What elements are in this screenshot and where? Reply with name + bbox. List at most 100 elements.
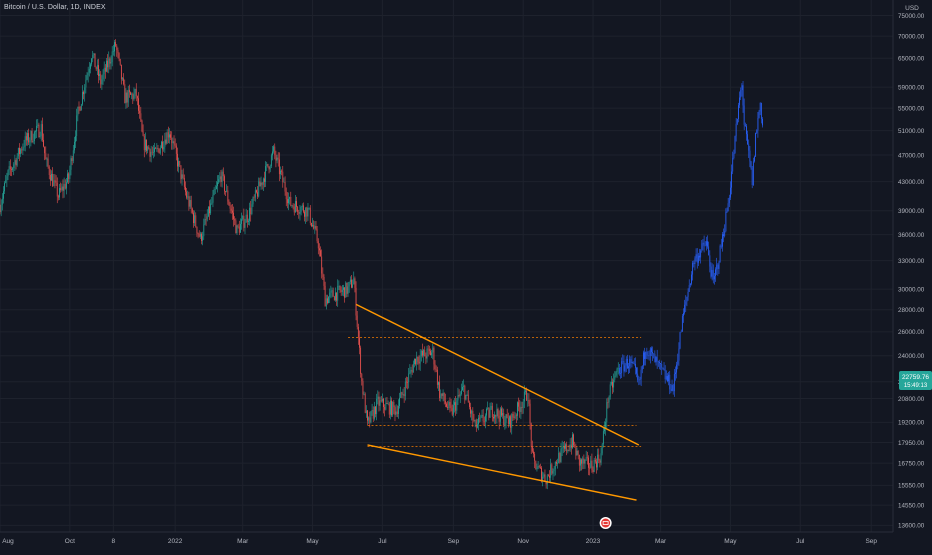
candle-body [345,283,346,298]
candle-body [84,87,85,94]
candle-body [261,183,262,187]
candle-body [298,212,299,214]
candle-body [491,406,492,410]
candle-body [456,400,457,410]
candle-body [114,42,115,51]
candle-body [480,416,481,418]
candle-body [45,153,46,159]
candle-body [332,290,333,291]
candle-body [40,136,41,137]
candle-body [707,241,708,246]
candle-body [404,394,405,396]
candle-body [637,374,638,380]
candle-body [746,126,747,134]
candle-body [628,366,629,368]
candle-body [226,190,227,191]
candle-body [515,415,516,418]
candle-body [398,406,399,414]
price-tick-label: 16750.00 [898,460,925,467]
current-price-time: 15:49:13 [904,383,928,389]
candle-body [11,169,12,170]
candle-body [653,353,654,354]
candle-body [279,159,280,174]
candle-body [466,395,467,400]
candle-body [207,216,208,219]
candle-body [450,402,451,406]
candle-body [140,113,141,120]
candle-body [429,349,430,351]
candle-body [670,389,671,390]
candle-body [98,65,99,76]
candle-body [620,373,621,374]
candle-body [253,197,254,204]
candle-body [530,404,531,424]
candle-body [677,361,678,365]
candle-body [723,234,724,236]
candle-body [198,233,199,234]
candle-body [693,263,694,264]
candle-body [215,189,216,190]
candle-body [352,284,353,287]
candle-body [632,362,633,363]
candle-body [375,407,376,414]
candle-body [104,68,105,74]
candle-body [525,391,526,392]
candle-body [759,112,760,118]
candle-body [300,212,301,214]
candle-body [366,411,367,413]
candle-body [249,208,250,221]
candle-body [660,363,661,364]
candle-body [6,176,7,180]
candle-body [176,146,177,154]
candle-body [301,207,302,212]
candle-body [574,445,575,446]
candle-body [556,462,557,464]
candle-body [656,357,657,362]
candle-body [389,403,390,414]
candle-body [20,149,21,154]
candle-body [545,474,546,481]
candle-body [343,287,344,289]
candle-body [357,316,358,327]
candle-body [218,179,219,182]
candle-body [270,166,271,169]
candle-body [448,402,449,408]
candle-body [194,215,195,223]
candle-body [106,61,107,72]
candle-body [523,401,524,408]
candle-body [727,211,728,212]
price-tick-label: 14550.00 [898,502,925,509]
candle-body [304,212,305,217]
candle-body [22,147,23,150]
candle-body [363,381,364,394]
candle-body [274,146,275,154]
candle-body [510,416,511,428]
price-tick-label: 36000.00 [898,232,925,239]
candle-body [199,234,200,237]
candle-body [681,332,682,333]
candle-body [434,348,435,365]
event-marker[interactable] [600,517,612,529]
candle-body [129,90,130,92]
candle-body [431,353,432,356]
candle-body [732,158,733,172]
candle-body [761,103,762,119]
candle-body [629,359,630,366]
candle-body [303,205,304,211]
candle-body [636,368,637,374]
candle-body [150,149,151,157]
candle-body [259,182,260,187]
candle-body [233,213,234,219]
candle-body [586,457,587,460]
candle-body [539,466,540,467]
candle-body [312,225,313,226]
candle-body [675,372,676,374]
candle-body [669,375,670,390]
candle-body [578,451,579,455]
candle-body [703,243,704,244]
candle-body [187,196,188,197]
candle-body [513,414,514,418]
candle-body [713,270,714,279]
